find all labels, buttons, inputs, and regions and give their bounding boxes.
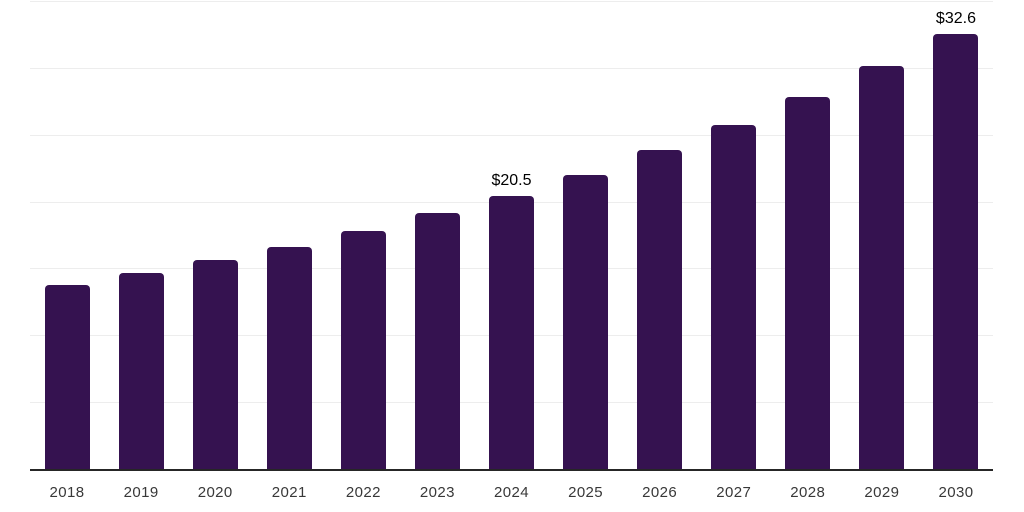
x-tick-label-2029: 2029 xyxy=(864,484,900,501)
bar-2028 xyxy=(785,96,831,470)
bar-2021 xyxy=(266,246,312,470)
bar-2018 xyxy=(44,285,90,470)
bar-value-label-2030: $32.6 xyxy=(935,10,976,28)
x-tick-label-2023: 2023 xyxy=(419,484,455,501)
x-tick-label-2026: 2026 xyxy=(642,484,678,501)
x-tick-label-2019: 2019 xyxy=(123,484,159,501)
x-axis-labels: 2018 2019 2020 2021 2022 2023 2024 2025 2026 2027… xyxy=(30,484,993,508)
x-tick-label-2022: 2022 xyxy=(345,484,381,501)
x-tick-label-2021: 2021 xyxy=(271,484,307,501)
x-tick-label-2018: 2018 xyxy=(49,484,85,501)
bar-2024 xyxy=(489,195,534,470)
bar-2023 xyxy=(414,213,460,470)
plot-area: $20.5 $32.6 xyxy=(30,0,993,470)
x-tick-label-2024: 2024 xyxy=(494,484,529,501)
x-tick-label-2028: 2028 xyxy=(790,484,826,501)
bar-2020 xyxy=(192,260,238,470)
bar-2027 xyxy=(711,125,757,470)
gridline-25 xyxy=(30,135,993,136)
x-tick-label-2020: 2020 xyxy=(197,484,233,501)
bar-2029 xyxy=(859,66,905,470)
bar-2022 xyxy=(340,230,386,470)
x-axis-line xyxy=(30,469,993,471)
bar-2030 xyxy=(933,34,979,470)
x-tick-label-2030: 2030 xyxy=(938,484,974,501)
bar-2019 xyxy=(118,273,164,470)
x-tick-label-2027: 2027 xyxy=(716,484,752,501)
bar-2026 xyxy=(637,150,683,470)
bar-2025 xyxy=(563,174,609,470)
x-tick-label-2025: 2025 xyxy=(568,484,604,501)
gridline-30 xyxy=(30,68,993,69)
bar-value-label-2024: $20.5 xyxy=(491,171,532,189)
gridline-35 xyxy=(30,1,993,2)
